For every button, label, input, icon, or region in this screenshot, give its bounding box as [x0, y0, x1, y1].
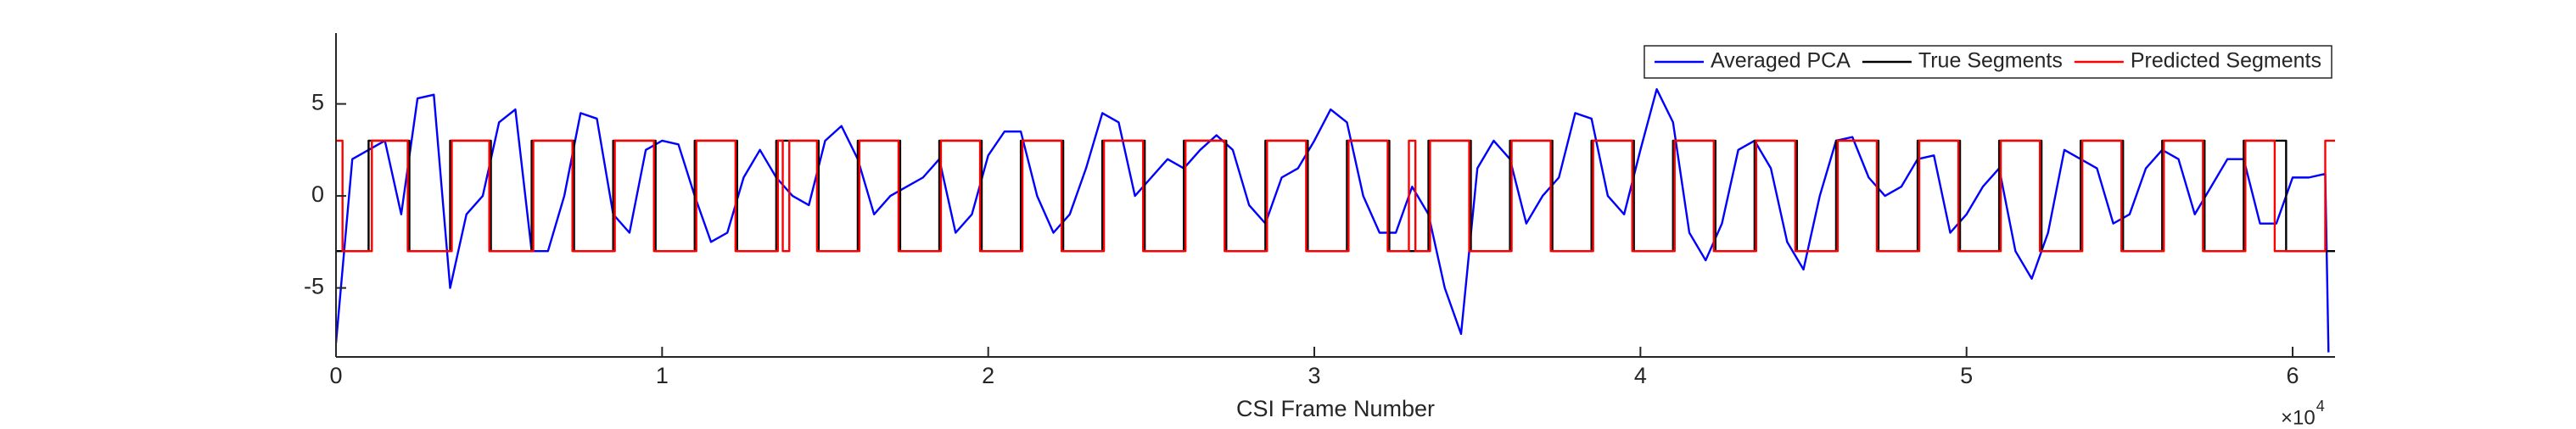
x-scale-base: ×10 [2281, 406, 2316, 429]
x-tick-label: 3 [1308, 363, 1321, 388]
legend-label: Predicted Segments [2131, 49, 2321, 73]
x-tick-label: 2 [982, 363, 994, 388]
x-tick-label: 5 [1960, 363, 1973, 388]
series-line [336, 88, 2330, 353]
legend: Averaged PCA True Segments Predicted Segme… [1644, 45, 2332, 79]
x-axis-label: CSI Frame Number [1236, 396, 1435, 421]
x-tick-label: 0 [329, 363, 342, 388]
x-tick-label: 6 [2287, 363, 2299, 388]
plot-area [336, 88, 2335, 353]
legend-box [1644, 45, 2332, 79]
y-tick-label: 0 [311, 181, 324, 207]
legend-label: True Segments [1918, 49, 2063, 73]
y-tick-label: -5 [304, 274, 324, 299]
series-line [336, 139, 2335, 253]
x-tick-label: 1 [656, 363, 669, 388]
x-tick-label: 4 [1634, 363, 1647, 388]
y-tick-label: 5 [311, 90, 324, 115]
x-scale-exponent: 4 [2316, 398, 2325, 415]
legend-label: Averaged PCA [1711, 49, 1851, 73]
